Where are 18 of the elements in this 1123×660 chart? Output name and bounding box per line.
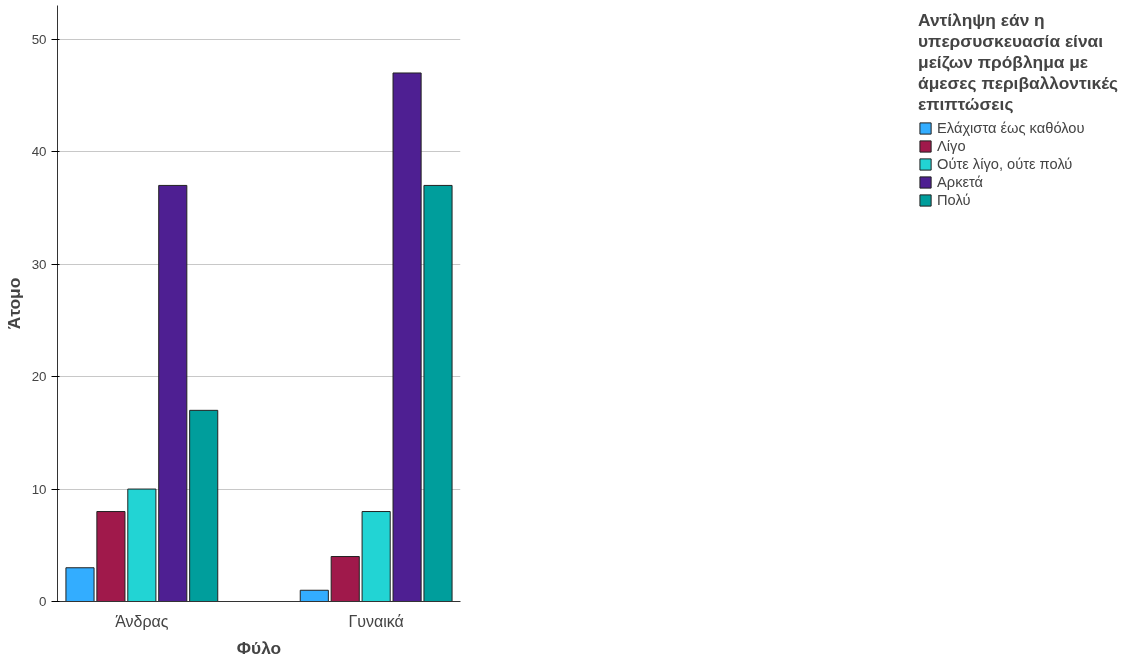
legend-label: Αρκετά: [937, 174, 984, 190]
legend-label: Ούτε λίγο, ούτε πολύ: [937, 156, 1073, 172]
x-axis-title: Φύλο: [236, 637, 282, 658]
bar: [299, 589, 329, 602]
y-tick-label: 40: [31, 144, 47, 160]
legend-label: Ελάχιστα έως καθόλου: [937, 120, 1085, 136]
legend-label: Λίγο: [937, 138, 966, 154]
y-tick-label: 20: [31, 369, 47, 385]
legend-title: Αντίληψη εάν η υπερσυσκευασία είναι μείζων πρόβλημα με άμεσες περιβαλλοντικές επιπτώσεις: [918, 10, 1118, 115]
bar: [189, 409, 219, 602]
x-tick-label: Γυναικά: [348, 612, 404, 630]
legend-label: Πολύ: [937, 192, 971, 208]
y-tick-label: 30: [31, 256, 47, 272]
y-tick-label: 10: [31, 481, 47, 497]
y-tick-label: 50: [31, 31, 47, 47]
x-tick-label: Άνδρας: [115, 612, 169, 630]
y-axis-title: Άτομο: [3, 277, 24, 330]
y-tick-label: 0: [39, 594, 47, 609]
